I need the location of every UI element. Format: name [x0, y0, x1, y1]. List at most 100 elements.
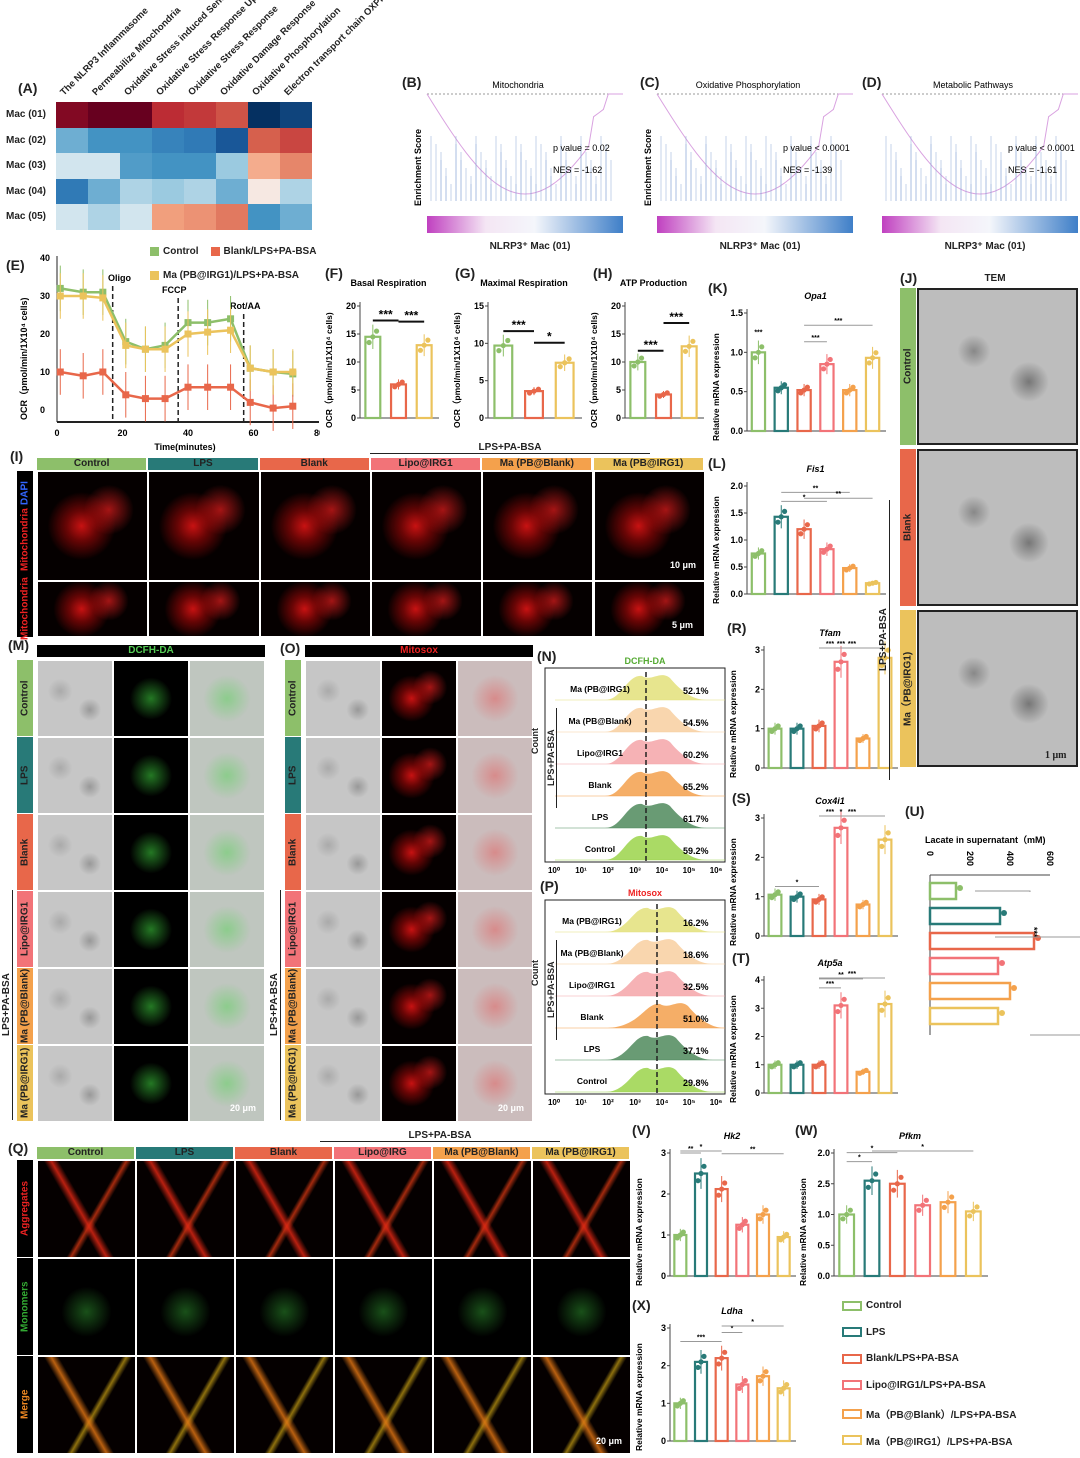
- data-dot: [722, 1349, 728, 1355]
- y-tick-label: 1.0: [730, 347, 743, 357]
- row-label-dapi-text: DAPI: [19, 481, 31, 506]
- data-dot: [775, 889, 781, 895]
- data-dot: [824, 361, 830, 367]
- data-point: [184, 383, 192, 391]
- rank-color-bar: [882, 216, 1078, 233]
- data-dot: [850, 563, 856, 569]
- jc1-image: [334, 1160, 433, 1258]
- panel-label-s: (S): [732, 790, 751, 806]
- data-dot: [841, 651, 847, 657]
- merge-image: [457, 814, 533, 891]
- heatmap-cell: [184, 153, 216, 179]
- bar: [863, 1179, 881, 1278]
- chart-title: Opa1: [804, 291, 827, 301]
- jc1-image: [433, 1160, 532, 1258]
- y-tick-label: 5: [479, 376, 484, 386]
- scale-bar-label: 20 μm: [230, 1103, 257, 1113]
- data-dot: [755, 349, 762, 355]
- heatmap-cell: [56, 178, 88, 205]
- enrichment-curve: [656, 93, 853, 195]
- heatmap-cell: [280, 178, 312, 205]
- jc1-image: [532, 1356, 631, 1454]
- x-tick-label: 40: [183, 428, 193, 438]
- data-dot: [739, 1222, 745, 1228]
- x-tick-label: 10²: [602, 1098, 614, 1107]
- data-dot: [885, 647, 891, 653]
- y-tick-label: 0: [351, 413, 356, 423]
- gsea-xlabel: NLRP3⁺ Mac (01): [944, 241, 1026, 252]
- gsea-title: Mitochondria: [492, 80, 544, 90]
- chart-title: Hk2: [724, 1131, 741, 1141]
- data-dot: [686, 343, 692, 349]
- brightfield-image: [37, 660, 113, 737]
- heatmap-cell: [88, 204, 120, 230]
- panel-label-k: (K): [708, 280, 728, 296]
- data-dot: [557, 364, 563, 370]
- jc1-image: [235, 1258, 334, 1356]
- jc1-image: [37, 1258, 136, 1356]
- data-dot: [682, 348, 689, 354]
- legend-item: Control: [842, 1300, 902, 1311]
- histogram-curve: [605, 707, 707, 732]
- heatmap-cell: [88, 178, 120, 205]
- column-header: LPS: [136, 1147, 233, 1159]
- histogram-curve: [605, 1067, 713, 1092]
- x-tick-label: 10⁰: [548, 866, 561, 875]
- heatmap-cell: [184, 102, 216, 128]
- brightfield-image: [305, 968, 381, 1045]
- y-tick-label: 0: [755, 1088, 760, 1098]
- jc1-image: [235, 1160, 334, 1258]
- legend-swatch-blank: [210, 247, 220, 256]
- chart-title: Cox4i1: [815, 796, 845, 806]
- y-axis-label: Relative mRNA expression: [711, 333, 721, 441]
- panel-label-p: (P): [540, 878, 559, 894]
- data-dot: [866, 360, 872, 366]
- heatmap-cell: [56, 204, 88, 230]
- heatmap-cell: [216, 127, 248, 154]
- percent-label: 65.2%: [683, 782, 709, 792]
- y-tick-label: 30: [40, 291, 50, 301]
- row-label-mito: Mitochondria: [19, 507, 31, 571]
- histogram-curve: [605, 835, 707, 860]
- column-header: Blank: [235, 1147, 332, 1159]
- rank-color-bar: [427, 216, 623, 233]
- series-line: [60, 370, 293, 410]
- data-dot: [1011, 985, 1017, 991]
- y-tick-label: 10: [40, 367, 50, 377]
- legend-e: Control Blank/LPS+PA-BSA: [150, 246, 316, 257]
- y-tick-label: 15: [474, 301, 484, 311]
- percent-label: 18.6%: [683, 950, 709, 960]
- x-tick-label: 10¹: [575, 1098, 587, 1107]
- data-dot: [370, 334, 376, 340]
- data-dot: [879, 843, 885, 849]
- significance-label: *: [871, 1146, 874, 1153]
- percent-label: 52.1%: [683, 686, 709, 696]
- data-dot: [760, 1373, 766, 1379]
- bar: [928, 981, 1012, 1001]
- data-dot: [885, 830, 891, 836]
- data-point: [56, 368, 64, 376]
- data-dot: [784, 1381, 790, 1388]
- data-dot: [923, 1197, 929, 1203]
- brightfield-image: [37, 814, 113, 891]
- panel-label-m: (M): [8, 637, 29, 653]
- fluorescence-image: [381, 891, 457, 968]
- jc1-image: [235, 1356, 334, 1454]
- y-tick-label: 2: [755, 1032, 760, 1042]
- y-axis-label: Relative mRNA expression: [798, 1178, 808, 1286]
- sample-label: Ma (PB@Blank): [568, 716, 631, 726]
- data-dot: [838, 825, 844, 831]
- group-label-i: LPS+PA-BSA: [370, 442, 650, 454]
- y-tick-label: 0: [661, 1271, 666, 1281]
- sample-label: Blank: [580, 1012, 603, 1022]
- group-label: LPS+PA-BSA: [1, 890, 13, 1120]
- bar-chart-h: ATP Production OCR（pmol/min/1X10⁴ cells) 0…: [589, 278, 704, 428]
- data-dot: [759, 548, 765, 554]
- data-dot: [898, 1174, 904, 1180]
- fluorescence-image: [381, 814, 457, 891]
- y-axis-label: OCR（pmol/min/1X10⁴ cells): [589, 312, 599, 428]
- data-dot: [664, 390, 670, 396]
- column-header: Control: [37, 458, 147, 470]
- fluorescence-image: [381, 737, 457, 814]
